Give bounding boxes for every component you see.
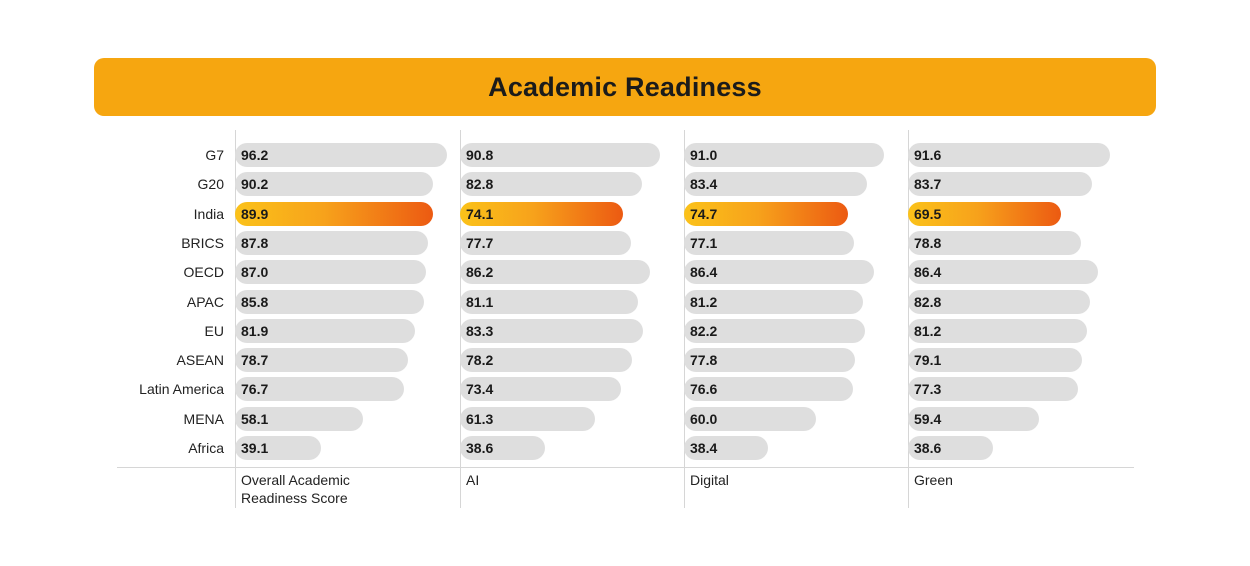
bar-latin-america: 73.4 <box>460 377 622 402</box>
column-label-line: Overall Academic <box>241 472 350 488</box>
bar-eu: 81.2 <box>908 318 1087 343</box>
bar-g20: 83.7 <box>908 172 1093 197</box>
column-label-line: AI <box>466 472 480 488</box>
bar-latin-america: 77.3 <box>908 377 1079 402</box>
region-label: India <box>193 205 224 222</box>
column-label: Overall Academic Readiness Score <box>241 471 441 507</box>
bar-oecd: 86.4 <box>908 260 1099 285</box>
bar-eu: 82.2 <box>684 318 865 343</box>
bar-oecd: 87.0 <box>235 260 427 285</box>
title-banner: Academic Readiness <box>94 58 1156 116</box>
column-separator <box>908 130 909 508</box>
bar-asean: 77.8 <box>684 348 856 373</box>
bar-africa: 38.4 <box>684 436 769 460</box>
region-label: APAC <box>186 293 224 310</box>
bar-eu: 81.9 <box>235 318 416 343</box>
bar-g20: 83.4 <box>684 172 868 197</box>
baseline <box>117 467 1134 468</box>
bar-mena: 60.0 <box>684 406 816 431</box>
column-separator <box>235 130 236 508</box>
bar-g7: 90.8 <box>460 143 660 167</box>
bar-africa: 38.6 <box>460 436 545 460</box>
region-label: G7 <box>205 147 224 163</box>
bar-apac: 81.2 <box>684 289 863 314</box>
bar-apac: 82.8 <box>908 289 1091 314</box>
bar-asean: 78.7 <box>235 348 409 373</box>
chart-title: Academic Readiness <box>488 71 762 102</box>
bar-india: 74.1 <box>460 201 624 226</box>
bar-asean: 78.2 <box>460 348 633 373</box>
region-label: OECD <box>183 264 224 281</box>
bar-apac: 81.1 <box>460 289 639 314</box>
column-label: Digital <box>690 471 890 489</box>
bar-g7: 96.2 <box>235 143 447 167</box>
bar-mena: 59.4 <box>908 406 1039 431</box>
bar-africa: 38.6 <box>908 436 993 460</box>
bar-g20: 90.2 <box>235 172 434 197</box>
bar-g7: 91.6 <box>908 143 1110 167</box>
bar-india: 69.5 <box>908 201 1061 226</box>
bar-brics: 77.7 <box>460 230 631 255</box>
bar-g7: 91.0 <box>684 143 885 167</box>
bar-india: 89.9 <box>235 201 433 226</box>
bar-brics: 77.1 <box>684 230 854 255</box>
bar-brics: 87.8 <box>235 230 429 255</box>
column-label: Green <box>914 471 1114 489</box>
bar-latin-america: 76.6 <box>684 377 853 402</box>
bar-mena: 58.1 <box>235 406 363 431</box>
bar-mena: 61.3 <box>460 406 595 431</box>
bar-asean: 79.1 <box>908 348 1083 373</box>
bar-india: 74.7 <box>684 201 849 226</box>
bar-oecd: 86.2 <box>460 260 650 285</box>
bar-latin-america: 76.7 <box>235 377 404 402</box>
region-label: Africa <box>188 440 224 456</box>
column-label: AI <box>466 471 666 489</box>
region-label: BRICS <box>181 234 224 251</box>
column-separator <box>460 130 461 508</box>
column-label-line: Readiness Score <box>241 490 348 506</box>
bar-apac: 85.8 <box>235 289 424 314</box>
bar-africa: 39.1 <box>235 436 322 460</box>
region-label: EU <box>204 322 224 339</box>
bar-oecd: 86.4 <box>684 260 875 285</box>
column-separator <box>684 130 685 508</box>
column-label-line: Digital <box>690 472 729 488</box>
region-label: MENA <box>183 410 224 427</box>
region-label: ASEAN <box>176 352 224 369</box>
column-label-line: Green <box>914 472 953 488</box>
bar-eu: 83.3 <box>460 318 644 343</box>
bar-g20: 82.8 <box>460 172 643 197</box>
region-label: G20 <box>197 176 224 193</box>
bar-brics: 78.8 <box>908 230 1082 255</box>
region-label: Latin America <box>139 381 224 398</box>
